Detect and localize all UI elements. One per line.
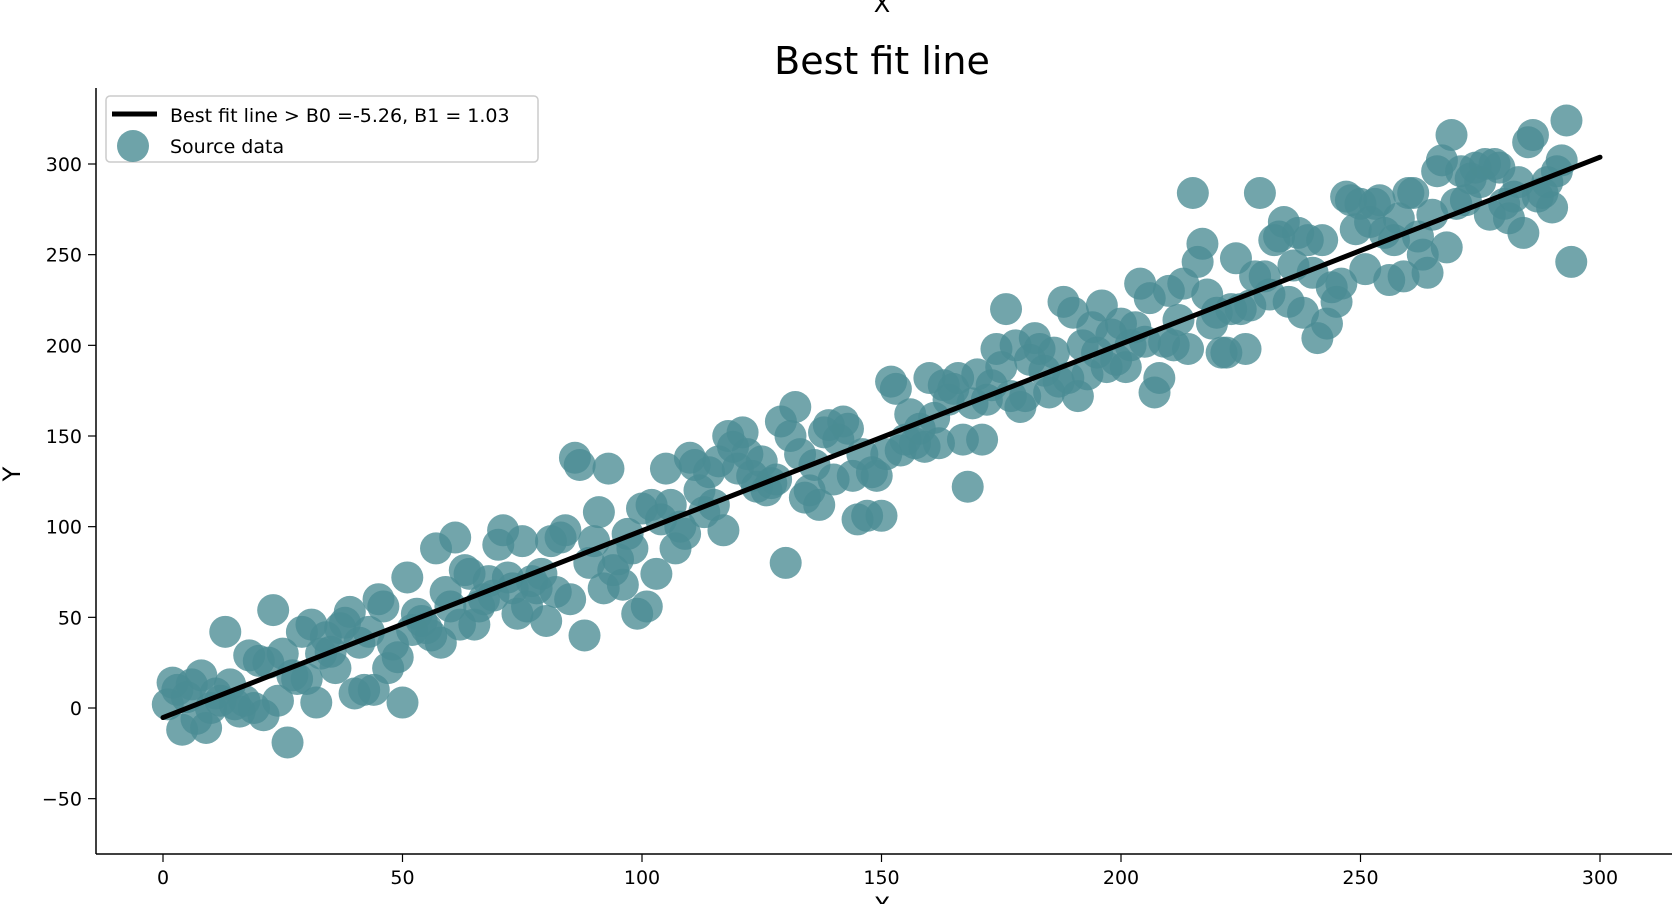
scatter-point (271, 726, 304, 759)
scatter-point (606, 568, 639, 601)
scatter-point (439, 521, 472, 554)
scatter-point (592, 452, 625, 485)
scatter-point (1243, 177, 1276, 210)
legend-line-label: Best fit line > B0 =-5.26, B1 = 1.03 (170, 105, 510, 127)
scatter-point (391, 561, 424, 594)
scatter-point (1306, 224, 1339, 257)
legend: Best fit line > B0 =-5.26, B1 = 1.03 Sou… (105, 95, 539, 163)
scatter-point (1550, 104, 1583, 137)
scatter-point (769, 546, 802, 579)
y-tick-label: 100 (46, 517, 82, 539)
legend-box (105, 95, 539, 163)
y-tick-label: −50 (42, 789, 82, 811)
scatter-point (865, 499, 898, 532)
scatter-point (1397, 177, 1430, 210)
x-tick-label: 100 (624, 867, 660, 889)
scatter-point (582, 496, 615, 529)
scatter-point (563, 449, 596, 482)
scatter-point (333, 595, 366, 628)
scatter-point (966, 423, 999, 456)
chart-title: Best fit line (774, 39, 990, 83)
scatter-point (1507, 216, 1540, 249)
scatter-point (1176, 177, 1209, 210)
scatter-point (1430, 231, 1463, 264)
scatter-point (1037, 336, 1070, 369)
scatter-point (300, 686, 333, 719)
plot-area (151, 104, 1603, 759)
scatter-point (803, 488, 836, 521)
y-tick-label: 200 (46, 335, 82, 357)
scatter-point (779, 390, 812, 423)
scatter-point (640, 557, 673, 590)
scatter-point (1555, 245, 1588, 278)
y-tick-label: 0 (70, 698, 82, 720)
scatter-point (386, 686, 419, 719)
scatter-point (1516, 118, 1549, 151)
scatter-point (367, 590, 400, 623)
scatter-point (879, 372, 912, 405)
x-tick-label: 0 (157, 867, 169, 889)
scatter-point (554, 583, 587, 616)
scatter-point (1536, 191, 1569, 224)
scatter-point (649, 452, 682, 485)
scatter-point (630, 590, 663, 623)
x-tick-label: 200 (1103, 867, 1139, 889)
scatter-point (568, 619, 601, 652)
scatter-point (669, 517, 702, 550)
scatter-point (1349, 253, 1382, 286)
x-axis-label: X (874, 892, 890, 904)
y-tick-label: 250 (46, 245, 82, 267)
y-axis-label: Y (0, 466, 26, 482)
scatter-point (257, 594, 290, 627)
scatter-layer (151, 104, 1588, 759)
x-tick-label: 50 (390, 867, 414, 889)
scatter-point (951, 470, 984, 503)
scatter-point (506, 525, 539, 558)
scatter-point (1387, 260, 1420, 293)
x-tick-label: 150 (863, 867, 899, 889)
scatter-point (209, 615, 242, 648)
scatter-point (707, 514, 740, 547)
scatter-point (381, 641, 414, 674)
x-ticks: 0 50 100 150 200 250 300 (157, 854, 1618, 889)
y-tick-label: 50 (58, 607, 82, 629)
scatter-point (922, 427, 955, 460)
scatter-point (549, 514, 582, 547)
line-layer (160, 154, 1603, 721)
best-fit-line (160, 154, 1603, 721)
scatter-point (1287, 296, 1320, 329)
scatter-point (1416, 198, 1449, 231)
scatter-point (1229, 332, 1262, 365)
x-tick-label: 250 (1342, 867, 1378, 889)
axes: 0 50 100 150 200 250 300 −50 0 50 100 150 200 250 300 (42, 88, 1672, 889)
scatter-point (1411, 256, 1444, 289)
scatter-point (319, 652, 352, 685)
scatter-point (831, 412, 864, 445)
scatter-point (616, 532, 649, 565)
top-x-axis-label: X (874, 0, 890, 18)
x-tick-label: 300 (1582, 867, 1618, 889)
y-tick-label: 300 (46, 154, 82, 176)
scatter-point (578, 525, 611, 558)
scatter-point (1435, 118, 1468, 151)
scatter-point (261, 684, 294, 717)
scatter-point (990, 293, 1023, 326)
y-tick-label: 150 (46, 426, 82, 448)
legend-points-label: Source data (170, 136, 284, 158)
legend-point-swatch (117, 130, 149, 162)
scatter-point (530, 604, 563, 637)
scatter-point (1325, 267, 1358, 300)
scatter-point (1009, 380, 1042, 413)
scatter-point (1186, 227, 1219, 260)
scatter-point (1172, 332, 1205, 365)
scatter-point (1143, 361, 1176, 394)
y-ticks: −50 0 50 100 150 200 250 300 (42, 154, 96, 811)
